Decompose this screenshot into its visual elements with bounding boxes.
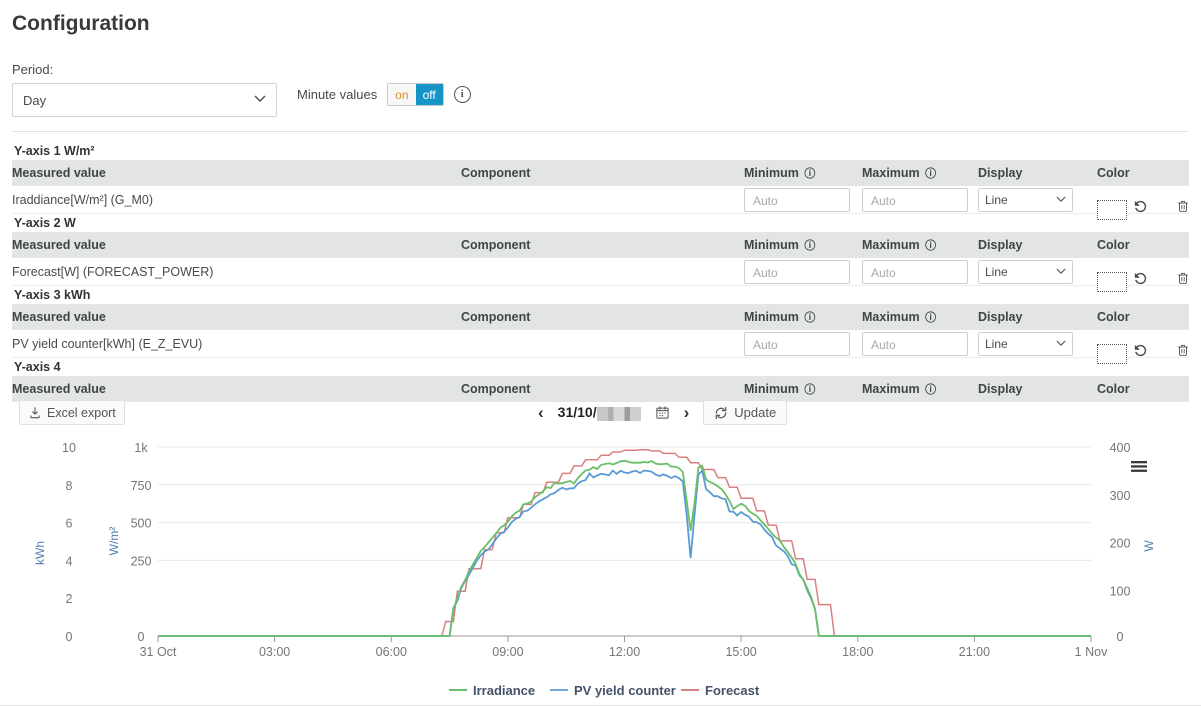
svg-text:15:00: 15:00 [725,645,756,659]
svg-text:09:00: 09:00 [492,645,523,659]
svg-text:10: 10 [62,441,76,455]
svg-text:21:00: 21:00 [959,645,990,659]
svg-text:06:00: 06:00 [376,645,407,659]
svg-text:Forecast: Forecast [705,683,760,698]
svg-text:0: 0 [138,630,145,644]
svg-text:31 Oct: 31 Oct [140,645,177,659]
svg-text:100: 100 [1110,584,1131,598]
svg-text:750: 750 [131,479,152,493]
svg-text:6: 6 [66,517,73,531]
svg-text:200: 200 [1110,537,1131,551]
svg-text:18:00: 18:00 [842,645,873,659]
svg-text:kWh: kWh [33,541,47,565]
svg-text:1k: 1k [134,441,148,455]
svg-text:0: 0 [1117,630,1124,644]
svg-text:4: 4 [66,554,73,568]
svg-text:2: 2 [66,592,73,606]
svg-text:400: 400 [1110,441,1131,455]
svg-text:W: W [1142,540,1156,552]
svg-text:03:00: 03:00 [259,645,290,659]
svg-text:500: 500 [131,517,152,531]
svg-text:0: 0 [66,630,73,644]
svg-text:1 Nov: 1 Nov [1075,645,1108,659]
svg-text:Irradiance: Irradiance [473,683,535,698]
svg-text:250: 250 [131,554,152,568]
svg-text:8: 8 [66,479,73,493]
svg-text:12:00: 12:00 [609,645,640,659]
svg-text:W/m²: W/m² [107,527,121,556]
svg-text:PV yield counter: PV yield counter [574,683,676,698]
svg-text:300: 300 [1110,489,1131,503]
